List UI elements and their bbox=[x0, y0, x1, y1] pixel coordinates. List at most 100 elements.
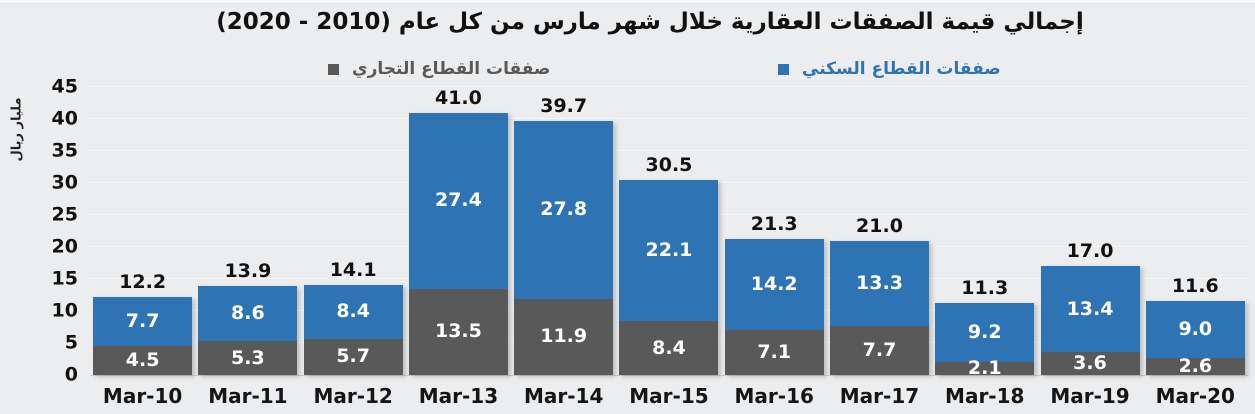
y-tick-label: 40 bbox=[51, 107, 78, 130]
bar-stack: 3.6 13.4 17.0 bbox=[1040, 242, 1140, 375]
plot-area: 4.5 7.7 12.2 5.3 8.6 13.9 5.7 8.4 14.1 13.5 27.4 41… bbox=[90, 86, 1248, 379]
bar-stack: 13.5 27.4 41.0 bbox=[408, 89, 508, 375]
y-tick-label: 30 bbox=[51, 171, 78, 194]
total-value-label: 11.3 bbox=[961, 276, 1009, 299]
x-tick-label-mar-14: Mar-14 bbox=[523, 384, 604, 408]
legend-item-commercial: صفقات القطاع التجاري bbox=[328, 58, 550, 80]
bars-row: 4.5 7.7 12.2 5.3 8.6 13.9 5.7 8.4 14.1 13.5 27.4 41… bbox=[90, 87, 1248, 379]
bar-segment-commercial: 11.9 bbox=[514, 298, 614, 375]
segment-value-label: 13.3 bbox=[856, 271, 903, 294]
y-tick-label: 15 bbox=[51, 267, 78, 290]
total-value-label: 13.9 bbox=[224, 260, 272, 283]
x-tick-label-mar-16: Mar-16 bbox=[734, 384, 814, 408]
bar-segment-commercial: 2.6 bbox=[1145, 355, 1245, 378]
segment-value-label: 27.8 bbox=[540, 198, 588, 221]
chart-title: إجمالي قيمة الصفقات العقارية خلال شهر ما… bbox=[216, 9, 1084, 35]
segment-value-label: 3.6 bbox=[1073, 351, 1107, 374]
y-tick-label: 20 bbox=[51, 235, 78, 258]
segment-value-label: 7.7 bbox=[125, 310, 160, 333]
y-axis-title-text: مليار ريال bbox=[9, 96, 25, 162]
bar-group-mar-18: 2.1 9.2 11.3 bbox=[932, 87, 1037, 379]
bar-segment-residential: 27.8 bbox=[514, 120, 614, 299]
bar-group-mar-13: 13.5 27.4 41.0 bbox=[406, 87, 511, 375]
x-tick-label-mar-13: Mar-13 bbox=[418, 384, 499, 408]
y-tick-label: 0 bbox=[64, 363, 78, 386]
bar-segment-commercial: 5.7 bbox=[303, 338, 403, 375]
bar-stack: 7.7 13.3 21.0 bbox=[829, 216, 929, 375]
segment-value-label: 4.5 bbox=[125, 349, 160, 372]
segment-value-label: 9.2 bbox=[967, 320, 1002, 343]
x-tick-label-mar-12: Mar-12 bbox=[313, 384, 393, 408]
bar-segment-commercial: 7.7 bbox=[829, 325, 929, 375]
bar-segment-commercial: 8.4 bbox=[619, 321, 719, 375]
bar-group-mar-10: 4.5 7.7 12.2 bbox=[90, 87, 195, 375]
y-axis-ticks: 0 5 10 15 20 25 30 35 40 45 bbox=[38, 0, 80, 414]
x-axis-labels: Mar-10 Mar-11 Mar-12 Mar-13 Mar-14 Mar-15 Mar-… bbox=[90, 384, 1248, 408]
bar-stack: 2.1 9.2 11.3 bbox=[935, 278, 1035, 379]
x-axis-line bbox=[90, 375, 1248, 376]
bar-group-mar-14: 11.9 27.8 39.7 bbox=[511, 87, 616, 375]
bar-segment-residential: 13.3 bbox=[829, 240, 929, 326]
x-tick-label-mar-20: Mar-20 bbox=[1155, 384, 1235, 408]
total-value-label: 12.2 bbox=[119, 270, 167, 293]
segment-value-label: 5.7 bbox=[336, 345, 370, 368]
gridline bbox=[90, 118, 1248, 120]
gridline bbox=[90, 150, 1248, 152]
legend-item-residential: صفقات القطاع السكني bbox=[778, 58, 1001, 80]
bar-segment-residential: 22.1 bbox=[619, 179, 719, 322]
total-value-label: 21.3 bbox=[750, 212, 798, 235]
bar-segment-residential: 9.0 bbox=[1145, 300, 1245, 359]
legend-swatch-residential-icon bbox=[778, 63, 789, 75]
segment-value-label: 7.7 bbox=[862, 338, 897, 361]
bar-stack: 2.6 9.0 11.6 bbox=[1145, 276, 1245, 378]
x-tick-label-mar-15: Mar-15 bbox=[629, 384, 709, 408]
bar-group-mar-17: 7.7 13.3 21.0 bbox=[827, 87, 932, 375]
bar-stack: 11.9 27.8 39.7 bbox=[514, 96, 614, 375]
segment-value-label: 2.1 bbox=[967, 356, 1002, 379]
y-tick-label: 25 bbox=[51, 203, 78, 226]
segment-value-label: 2.6 bbox=[1178, 355, 1213, 378]
segment-value-label: 13.5 bbox=[434, 320, 482, 343]
bar-stack: 4.5 7.7 12.2 bbox=[93, 272, 193, 375]
bar-group-mar-20: 2.6 9.0 11.6 bbox=[1143, 87, 1248, 378]
legend-swatch-commercial-icon bbox=[328, 63, 339, 75]
legend-label-residential: صفقات القطاع السكني bbox=[802, 58, 1001, 79]
bar-group-mar-19: 3.6 13.4 17.0 bbox=[1037, 87, 1142, 375]
y-tick-label: 45 bbox=[51, 75, 78, 98]
bar-segment-residential: 27.4 bbox=[408, 113, 508, 289]
bar-segment-commercial: 7.1 bbox=[724, 329, 824, 375]
total-value-label: 21.0 bbox=[856, 214, 903, 237]
segment-value-label: 8.4 bbox=[336, 300, 370, 323]
legend-label-commercial: صفقات القطاع التجاري bbox=[352, 58, 551, 79]
total-value-label: 14.1 bbox=[329, 258, 377, 281]
segment-value-label: 8.4 bbox=[652, 336, 686, 359]
x-tick-label-mar-11: Mar-11 bbox=[208, 384, 288, 408]
gridline bbox=[90, 86, 1248, 88]
bar-segment-residential: 8.4 bbox=[303, 284, 403, 339]
bar-segment-residential: 7.7 bbox=[93, 296, 193, 347]
x-tick-label-mar-17: Mar-17 bbox=[839, 384, 920, 408]
top-strip bbox=[0, 0, 1255, 4]
x-tick-label-mar-10: Mar-10 bbox=[102, 384, 183, 408]
bar-stack: 7.1 14.2 21.3 bbox=[724, 214, 824, 375]
segment-value-label: 5.3 bbox=[231, 346, 265, 369]
bar-segment-residential: 9.2 bbox=[935, 302, 1035, 362]
segment-value-label: 8.6 bbox=[231, 302, 265, 325]
segment-value-label: 9.0 bbox=[1178, 318, 1213, 341]
x-tick-label-mar-18: Mar-18 bbox=[945, 384, 1025, 408]
bar-segment-commercial: 4.5 bbox=[93, 346, 193, 375]
y-tick-label: 10 bbox=[51, 299, 78, 322]
total-value-label: 17.0 bbox=[1066, 240, 1114, 263]
x-tick-label-mar-19: Mar-19 bbox=[1050, 384, 1130, 408]
bar-stack: 5.7 8.4 14.1 bbox=[303, 260, 403, 375]
bar-segment-residential: 14.2 bbox=[724, 238, 824, 330]
total-value-label: 11.6 bbox=[1171, 274, 1219, 297]
bar-segment-residential: 8.6 bbox=[198, 286, 298, 342]
bar-stack: 5.3 8.6 13.9 bbox=[198, 262, 298, 375]
bar-segment-commercial: 3.6 bbox=[1040, 351, 1140, 375]
segment-value-label: 11.9 bbox=[540, 325, 588, 348]
y-tick-label: 5 bbox=[64, 331, 78, 354]
bar-segment-commercial: 2.1 bbox=[935, 356, 1035, 379]
bar-group-mar-11: 5.3 8.6 13.9 bbox=[195, 87, 300, 375]
